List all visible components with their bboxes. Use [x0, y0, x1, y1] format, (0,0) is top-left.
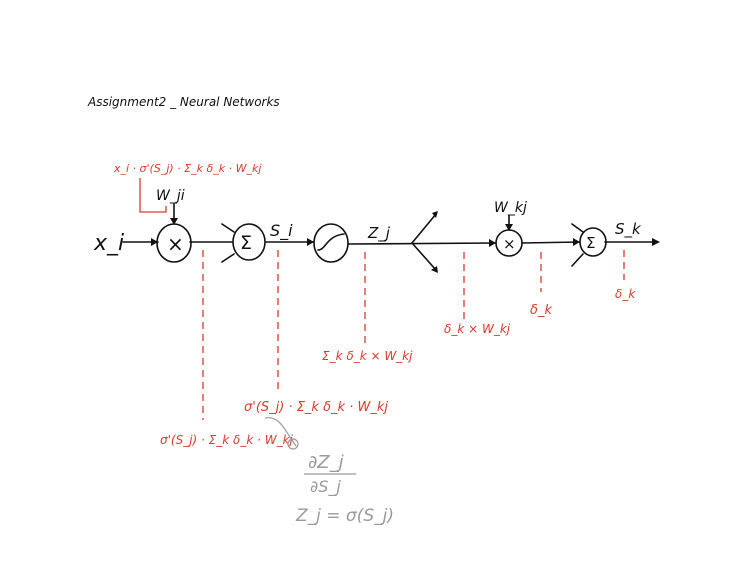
arrow-to-sum2 — [573, 238, 580, 246]
activation-node — [313, 223, 349, 263]
weight-kj-label: W_kj — [494, 200, 527, 216]
weight-ji-label: W_ji — [156, 188, 185, 204]
sum-node-1-extra-input-top — [221, 223, 235, 233]
arrow-to-mult2 — [489, 239, 496, 247]
arrow-to-activation — [307, 238, 314, 246]
grad-after-mult-label: σ'(S_j) · Σ_k δ_k · W_kj — [160, 433, 294, 447]
weight-ji-arrowhead — [170, 218, 178, 225]
multiply-symbol-1: × — [167, 232, 184, 256]
derivative-numerator: ∂Z_j — [308, 452, 344, 473]
input-arrowhead — [151, 238, 158, 246]
sum-node-2-extra-input-top — [571, 223, 584, 233]
sum-node-1 — [232, 223, 266, 261]
title: Assignment2 _ Neural Networks — [87, 95, 280, 109]
s-i-label: S_i — [270, 221, 293, 241]
sum-node-2-extra-input-bottom — [571, 253, 584, 267]
s-k-label: S_k — [615, 220, 642, 239]
grad-weight-ji-connector — [139, 178, 167, 213]
edge-activation-to-mult2 — [347, 242, 497, 245]
split-arrowhead-down — [431, 266, 438, 273]
split-edge-up — [411, 213, 437, 244]
activation-equation: Z_j = σ(S_j) — [295, 506, 394, 526]
input-label: x_i — [93, 231, 124, 256]
sum-node-2 — [579, 227, 607, 257]
multiply-symbol-2: × — [503, 235, 516, 253]
derivative-denominator: ∂S_j — [310, 477, 341, 497]
weight-kj-arrowhead — [505, 224, 513, 231]
split-edge-down — [411, 242, 437, 271]
sum-node-1-extra-input-bottom — [221, 253, 235, 263]
grad-after-split-label: δ_k × W_kj — [444, 322, 511, 336]
derivation-pointer-end — [287, 438, 299, 450]
grad-weight-ji-label: x_i · σ'(S_j) · Σ_k δ_k · W_kj — [113, 162, 262, 175]
grad-at-z-label: Σ_k δ_k × W_kj — [322, 349, 413, 363]
derivation-pointer — [264, 417, 297, 447]
grad-after-mult2-label: δ_k — [530, 303, 552, 318]
sum-symbol-2: Σ — [586, 234, 595, 252]
sigmoid-icon — [317, 233, 345, 251]
sum-symbol-1: Σ — [240, 232, 252, 254]
output-arrowhead — [652, 238, 660, 246]
edge-mult2-to-sum2 — [521, 241, 581, 244]
grad-output-label: δ_k — [615, 287, 636, 301]
z-j-label: Z_j — [367, 224, 391, 243]
grad-at-s-label: σ'(S_j) · Σ_k δ_k · W_kj — [244, 400, 388, 415]
split-arrowhead-up — [432, 211, 438, 218]
